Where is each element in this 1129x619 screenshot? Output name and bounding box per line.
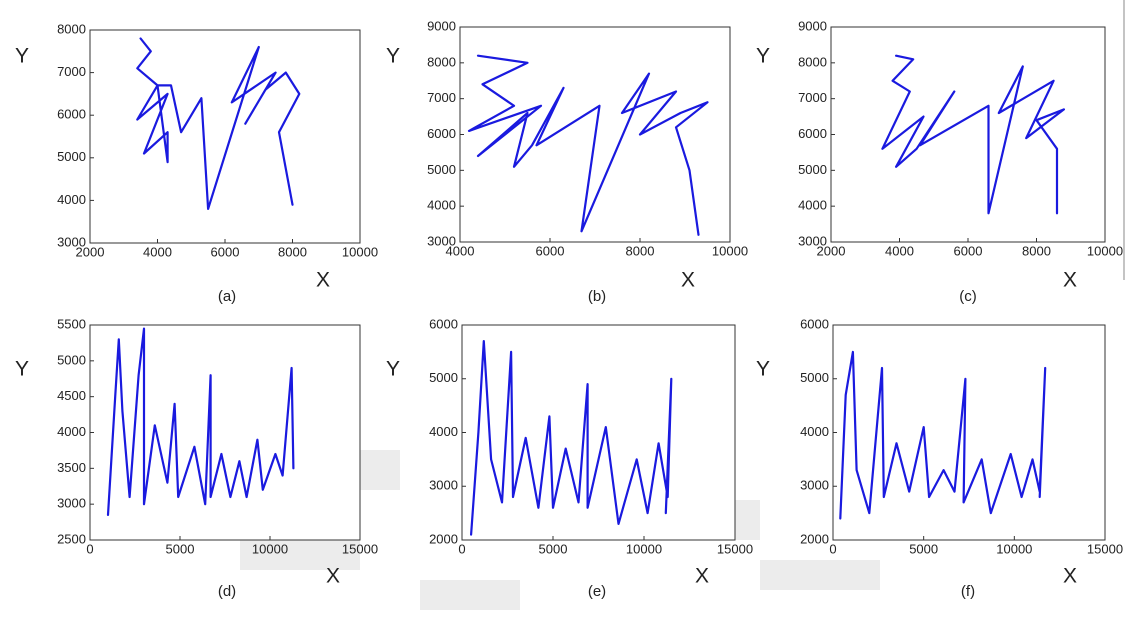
y-tick-label: 2000 (800, 531, 829, 546)
y-tick-label: 3000 (800, 478, 829, 493)
y-tick-label: 6000 (429, 316, 458, 331)
y-tick-label: 6000 (57, 107, 86, 122)
caption: (b) (588, 288, 606, 305)
y-axis-label: Y (386, 358, 400, 381)
x-axis-label: X (695, 565, 709, 588)
plot-area (90, 30, 360, 243)
x-tick-label: 5000 (166, 541, 195, 556)
x-tick-label: 15000 (342, 541, 378, 556)
x-tick-label: 0 (829, 541, 836, 556)
y-tick-label: 9000 (798, 18, 827, 33)
y-tick-label: 5000 (798, 162, 827, 177)
x-tick-label: 0 (458, 541, 465, 556)
x-tick-label: 10000 (1087, 243, 1123, 258)
y-tick-label: 6000 (798, 126, 827, 141)
plot-area (462, 325, 735, 540)
caption: (f) (961, 583, 975, 600)
plot-area (831, 27, 1105, 242)
figure: 2000 4000 6000 8000 10000 3000 4000 5000 6000 700… (0, 0, 1129, 619)
y-tick-label: 8000 (57, 21, 86, 36)
y-tick-label: 5000 (57, 149, 86, 164)
y-tick-label: 4000 (57, 192, 86, 207)
y-tick-label: 4000 (429, 424, 458, 439)
x-axis-label: X (326, 565, 340, 588)
y-axis-label: Y (15, 45, 29, 68)
y-tick-label: 7000 (57, 64, 86, 79)
y-axis-label: Y (15, 358, 29, 381)
x-tick-label: 8000 (278, 244, 307, 259)
y-tick-label: 4000 (798, 198, 827, 213)
y-tick-label: 6000 (800, 316, 829, 331)
x-tick-label: 5000 (539, 541, 568, 556)
y-tick-label: 5000 (800, 370, 829, 385)
x-axis-label: X (681, 269, 695, 292)
y-tick-label: 7000 (798, 90, 827, 105)
y-tick-label: 3000 (57, 234, 86, 249)
plot-area (833, 325, 1105, 540)
y-axis-label: Y (756, 358, 770, 381)
y-axis-label: Y (386, 45, 400, 68)
x-tick-label: 0 (86, 541, 93, 556)
y-tick-label: 4000 (427, 198, 456, 213)
y-tick-label: 3000 (427, 233, 456, 248)
x-tick-label: 10000 (712, 243, 748, 258)
x-tick-label: 6000 (211, 244, 240, 259)
x-tick-label: 6000 (954, 243, 983, 258)
x-axis-label: X (1063, 269, 1077, 292)
y-tick-label: 5500 (57, 316, 86, 331)
caption: (d) (218, 583, 236, 600)
x-tick-label: 8000 (626, 243, 655, 258)
x-tick-label: 15000 (1087, 541, 1123, 556)
caption: (a) (218, 288, 236, 305)
y-tick-label: 4000 (800, 424, 829, 439)
caption: (e) (588, 583, 606, 600)
x-tick-label: 6000 (536, 243, 565, 258)
y-tick-label: 5000 (427, 162, 456, 177)
y-tick-label: 5000 (429, 370, 458, 385)
y-tick-label: 8000 (798, 54, 827, 69)
y-tick-label: 6000 (427, 126, 456, 141)
y-tick-label: 4500 (57, 388, 86, 403)
y-tick-label: 5000 (57, 352, 86, 367)
y-tick-label: 8000 (427, 54, 456, 69)
x-tick-label: 4000 (885, 243, 914, 258)
y-tick-label: 3500 (57, 460, 86, 475)
x-tick-label: 10000 (626, 541, 662, 556)
y-tick-label: 3000 (429, 478, 458, 493)
y-tick-label: 2000 (429, 531, 458, 546)
x-axis-label: X (1063, 565, 1077, 588)
caption: (c) (959, 288, 977, 305)
y-tick-label: 7000 (427, 90, 456, 105)
x-axis-label: X (316, 269, 330, 292)
plot-area (90, 325, 360, 540)
y-tick-label: 9000 (427, 18, 456, 33)
x-tick-label: 15000 (717, 541, 753, 556)
y-tick-label: 3000 (57, 496, 86, 511)
x-tick-label: 5000 (909, 541, 938, 556)
y-tick-label: 4000 (57, 424, 86, 439)
y-tick-label: 3000 (798, 233, 827, 248)
x-tick-label: 8000 (1022, 243, 1051, 258)
x-tick-label: 4000 (143, 244, 172, 259)
x-tick-label: 10000 (342, 244, 378, 259)
x-tick-label: 10000 (252, 541, 288, 556)
y-axis-label: Y (756, 45, 770, 68)
y-tick-label: 2500 (57, 531, 86, 546)
x-tick-label: 10000 (996, 541, 1032, 556)
